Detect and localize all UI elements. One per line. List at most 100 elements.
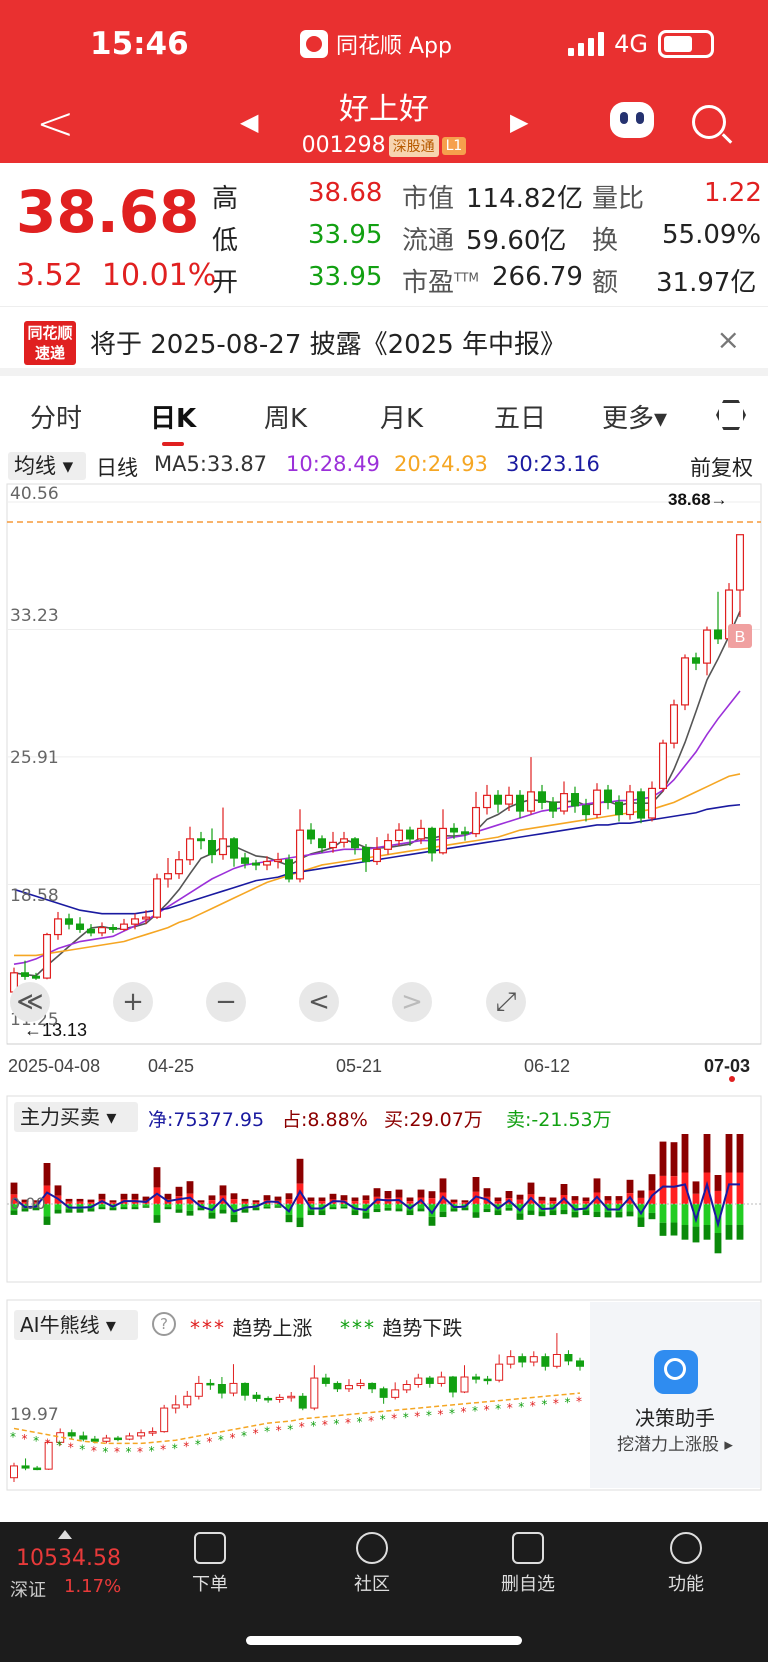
tab-five-day[interactable]: 五日 <box>494 404 547 434</box>
ai-dot: * <box>276 1423 282 1437</box>
ff-bar-sell-large <box>582 1210 590 1216</box>
ff-bar-buy-large <box>340 1195 348 1201</box>
zoom-in-button[interactable]: + <box>113 982 153 1022</box>
ff-bar-sell <box>571 1204 579 1212</box>
candle-body <box>251 862 261 866</box>
ff-bar-buy-large <box>21 1199 29 1203</box>
ff-bar-sell <box>175 1204 183 1210</box>
ff-bar-sell-large <box>307 1210 315 1216</box>
candle-body <box>174 859 184 875</box>
ff-bar-sell <box>186 1204 194 1211</box>
ff-bar-buy <box>109 1202 117 1204</box>
ff-bar-buy-large <box>659 1141 667 1176</box>
next-stock-button[interactable]: ▶ <box>510 108 529 136</box>
ff-bar-buy-large <box>351 1197 359 1202</box>
ff-bar-buy <box>21 1202 29 1204</box>
ff-bar-buy <box>197 1202 205 1204</box>
ff-bar-sell <box>428 1204 436 1217</box>
scroll-right-button[interactable]: > <box>392 982 432 1022</box>
assistant-subtitle[interactable]: 挖潜力上涨股 ▸ <box>617 1435 733 1455</box>
ff-bar-buy-large <box>703 1134 711 1173</box>
candle-body <box>218 838 228 856</box>
ff-bar-buy-large <box>571 1196 579 1201</box>
nav-order[interactable]: 下单 <box>170 1532 250 1596</box>
ff-bar-buy <box>659 1175 667 1204</box>
ai-dot: * <box>553 1397 559 1411</box>
ff-bar-buy-large <box>318 1197 326 1202</box>
settings-hex-icon[interactable] <box>716 400 746 430</box>
tab-daily-k[interactable]: 日K <box>150 404 197 434</box>
ai-dot: * <box>253 1427 259 1441</box>
ff-bar-sell-large <box>76 1209 84 1213</box>
adjust-mode[interactable]: 前复权 <box>690 456 753 480</box>
candle-body <box>229 838 239 859</box>
assistant-title[interactable]: 决策助手 <box>635 1406 715 1430</box>
notice-text: 将于 2025-08-27 披露《2025 年中报》 <box>90 330 567 360</box>
ff-bar-sell-large <box>197 1207 205 1211</box>
ai-dots: * * * * * * * * * * * * * * * * * * * * * * * * * * * * * * * * * * * * * * * *… <box>10 1395 582 1459</box>
ai-robot-icon[interactable] <box>610 102 654 138</box>
ff-bar-buy <box>43 1185 51 1204</box>
trend-up-legend: *** 趋势上涨 <box>190 1316 313 1340</box>
zoom-out-button[interactable]: − <box>206 982 246 1022</box>
ff-bar-sell-large <box>351 1210 359 1216</box>
notice-banner[interactable]: 同花顺 速递 将于 2025-08-27 披露《2025 年中报》 × <box>0 306 768 376</box>
nav-order-label: 下单 <box>192 1574 228 1595</box>
ff-bar-sell-large <box>373 1208 381 1213</box>
turnover-label: 换 <box>592 226 619 256</box>
ff-bar-sell-large <box>538 1211 546 1217</box>
tab-monthly-k[interactable]: 月K <box>380 404 424 434</box>
ai-line-select[interactable]: AI牛熊线 ▾ <box>14 1310 138 1340</box>
ff-bar-buy <box>736 1172 744 1204</box>
ff-bar-sell <box>362 1204 370 1213</box>
tab-weekly-k[interactable]: 周K <box>264 404 308 434</box>
search-icon[interactable] <box>692 105 726 139</box>
help-icon[interactable]: ? <box>152 1312 176 1336</box>
ai-candle-body <box>414 1377 423 1385</box>
nav-community[interactable]: 社区 <box>332 1532 412 1596</box>
open-label: 开 <box>212 268 239 298</box>
candle-body <box>328 841 338 849</box>
ai-dot: * <box>426 1408 432 1422</box>
ai-candles <box>10 1333 584 1482</box>
ai-dot: * <box>102 1445 108 1459</box>
ff-bar-sell-large <box>461 1207 469 1211</box>
prev-stock-button[interactable]: ◀ <box>240 108 259 136</box>
candle-body <box>504 794 514 805</box>
fund-flow-select[interactable]: 主力买卖 ▾ <box>14 1102 138 1132</box>
collapse-left-button[interactable]: ≪ <box>10 982 50 1022</box>
assistant-icon[interactable] <box>654 1350 698 1394</box>
ff-bar-sell-large <box>714 1233 722 1254</box>
index-percent: 1.17% <box>64 1576 122 1597</box>
indicator-select[interactable]: 均线 ▾ <box>8 452 86 480</box>
ff-bar-buy-large <box>439 1178 447 1193</box>
scroll-left-button[interactable]: < <box>299 982 339 1022</box>
index-value[interactable]: 10534.58 <box>16 1546 121 1571</box>
fullscreen-button[interactable]: ⤢ <box>486 982 526 1022</box>
ff-bar-sell-large <box>681 1225 689 1240</box>
nav-remove-watchlist[interactable]: 删自选 <box>488 1532 568 1596</box>
ai-dot: * <box>229 1431 235 1445</box>
ai-panel-frame <box>6 1299 762 1491</box>
nav-functions[interactable]: 功能 <box>646 1532 726 1596</box>
fund-zero-label: 0.00 <box>10 1194 46 1213</box>
tab-more[interactable]: 更多▾ <box>602 404 668 434</box>
ff-bar-sell <box>505 1204 513 1208</box>
ff-bar-sell-large <box>527 1210 535 1215</box>
kline-chart[interactable]: 38.68→ ←13.13 B 2025-04-08 04-25 05-21 0… <box>0 482 768 1522</box>
ff-bar-buy <box>494 1201 502 1204</box>
ai-candle-body <box>356 1382 365 1387</box>
ai-candle-body <box>229 1382 238 1394</box>
y-label-1: 40.56 <box>10 484 59 504</box>
close-icon[interactable]: × <box>716 323 740 356</box>
back-button[interactable]: < <box>36 96 75 150</box>
ff-bar-buy-large <box>582 1197 590 1202</box>
ff-bar-sell-large <box>175 1209 183 1213</box>
tab-timeshare[interactable]: 分时 <box>30 404 83 434</box>
buy-marker: B <box>735 629 746 646</box>
ff-bar-sell-large <box>417 1208 425 1212</box>
ai-candle-body <box>425 1377 434 1384</box>
ff-bar-buy <box>307 1201 315 1204</box>
period-label: 日线 <box>96 456 138 480</box>
ff-bar-buy-large <box>725 1134 733 1173</box>
